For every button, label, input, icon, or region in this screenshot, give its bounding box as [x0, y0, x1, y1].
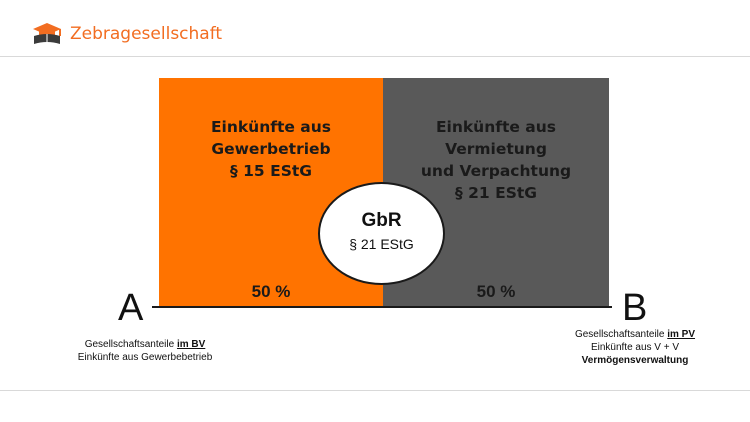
party-b-note: Gesellschaftsanteile im PV Einkünfte aus… [545, 328, 725, 367]
box-right-share: 50 % [476, 282, 516, 301]
gbr-circle: GbR § 21 EStG [318, 182, 445, 285]
party-b-line1-emph: im PV [667, 329, 696, 340]
party-b-line1: Gesellschaftsanteile im PV [545, 328, 725, 341]
box-right-title-line: und Verpachtung [420, 162, 572, 180]
party-a-note: Gesellschaftsanteile im BV Einkünfte aus… [40, 338, 250, 364]
header: Zebragesellschaft [0, 0, 750, 56]
party-a-label: A [118, 287, 144, 329]
box-right-title-line: Einkünfte aus Vermietung [435, 118, 557, 158]
box-left-title-line: Einkünfte aus [210, 118, 332, 136]
gbr-title: GbR [361, 210, 402, 231]
box-left-title-line: Gewerbetrieb [211, 140, 331, 158]
party-a-line1-emph: im BV [176, 339, 206, 350]
box-right-title: Einkünfte aus Vermietung und Verpachtung… [383, 116, 609, 204]
gbr-subtitle: § 21 EStG [349, 236, 414, 252]
party-b-line3: Vermögensverwaltung [581, 355, 689, 366]
party-a-line2: Einkünfte aus Gewerbebetrieb [77, 352, 213, 363]
header-divider [0, 56, 750, 57]
party-a-line1: Gesellschaftsanteile im BV [40, 338, 250, 351]
party-b-line2: Einkünfte aus V + V [590, 342, 680, 353]
party-a-line1-prefix: Gesellschaftsanteile [84, 339, 177, 350]
party-b-label: B [622, 287, 648, 329]
box-left-share: 50 % [251, 282, 291, 301]
box-left-title: Einkünfte aus Gewerbetrieb § 15 EStG [159, 116, 383, 182]
footer-divider [0, 390, 750, 391]
baseline [152, 306, 612, 308]
box-right-title-line: § 21 EStG [455, 184, 537, 202]
box-left-title-line: § 15 EStG [230, 162, 312, 180]
brand-title: Zebragesellschaft [70, 24, 223, 44]
graduation-cap-book-icon [33, 23, 61, 44]
party-b-line1-prefix: Gesellschaftsanteile [574, 329, 668, 340]
